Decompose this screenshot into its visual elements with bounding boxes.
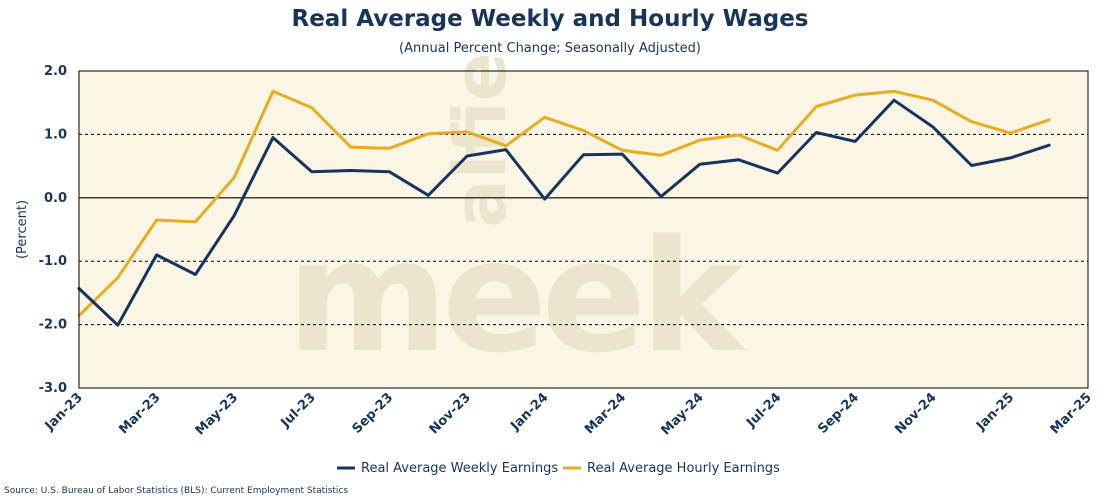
- x-tick-label: Mar-23: [116, 390, 163, 437]
- series-line-real-average-hourly-earnings: [77, 89, 1051, 318]
- x-tick-label: Jan-23: [42, 390, 86, 434]
- x-tick-label: May-24: [658, 390, 706, 438]
- watermark-text-top-vertical: alfie: [438, 52, 522, 227]
- x-tick-label: Nov-23: [427, 390, 474, 437]
- x-tick-label: Jul-24: [743, 390, 784, 431]
- y-tick-label: -2.0: [39, 318, 67, 333]
- x-tick-label: Jul-23: [278, 390, 319, 431]
- chart-title: Real Average Weekly and Hourly Wages: [291, 6, 809, 32]
- y-axis-ticks: 2.0 1.0 0.0 -1.0 -2.0 -3.0: [39, 64, 67, 396]
- plot-area: [79, 71, 1088, 388]
- x-tick-label: Sep-23: [350, 390, 397, 437]
- plot-border: [78, 70, 1089, 389]
- x-tick-label: Mar-25: [1048, 390, 1095, 437]
- x-tick-label: Jan-25: [973, 390, 1017, 434]
- series-lines: [77, 89, 1051, 327]
- x-tick-label: Jan-24: [507, 390, 551, 434]
- legend-label: Real Average Hourly Earnings: [587, 461, 780, 476]
- watermark-text-bottom: meek: [287, 206, 748, 387]
- legend-label: Real Average Weekly Earnings: [361, 461, 558, 476]
- gridlines: [79, 133, 1088, 326]
- x-tick-label: Nov-24: [892, 390, 939, 437]
- source-note: Source: U.S. Bureau of Labor Statistics …: [4, 486, 349, 496]
- y-tick-label: 0.0: [44, 191, 67, 206]
- x-tick-label: May-23: [193, 390, 241, 438]
- chart-subtitle: (Annual Percent Change; Seasonally Adjus…: [399, 41, 701, 56]
- y-tick-label: 2.0: [44, 64, 67, 79]
- x-tick-label: Sep-24: [815, 390, 862, 437]
- series-line-real-average-weekly-earnings: [77, 98, 1051, 327]
- legend: Real Average Weekly Earnings Real Average…: [337, 461, 780, 476]
- y-tick-label: 1.0: [44, 127, 67, 142]
- x-tick-label: Mar-24: [582, 390, 629, 437]
- y-tick-label: -1.0: [39, 254, 67, 269]
- y-axis-label: (Percent): [15, 200, 30, 259]
- y-tick-label: -3.0: [39, 381, 67, 396]
- x-axis-ticks: Jan-23 Mar-23 May-23 Jul-23 Sep-23 Nov-23 Jan-…: [42, 390, 1095, 438]
